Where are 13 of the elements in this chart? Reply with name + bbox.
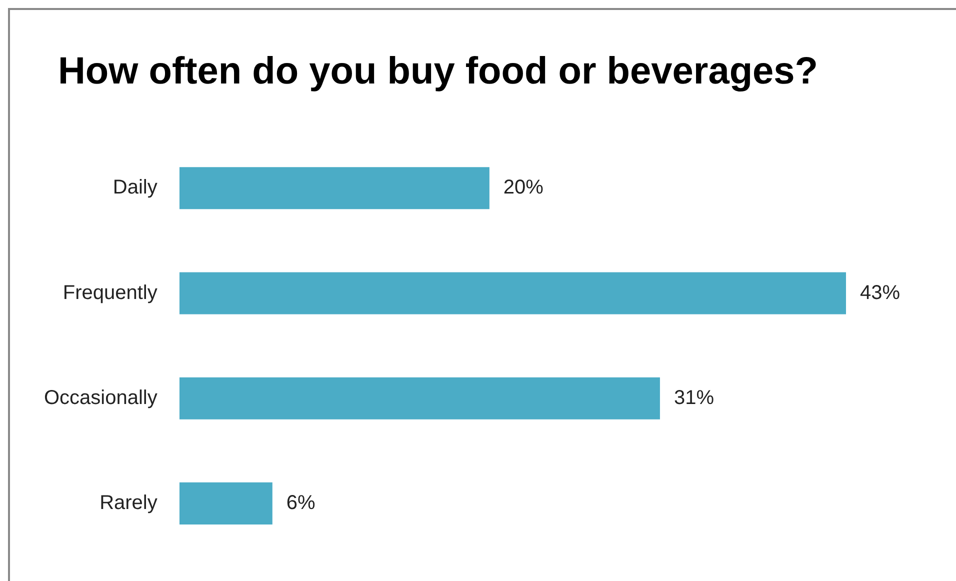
y-tick-label: Frequently xyxy=(62,282,158,304)
y-tick-label: Rarely xyxy=(100,492,158,514)
y-tick-label: Occasionally xyxy=(44,386,158,409)
data-label: 6% xyxy=(286,492,316,514)
chart-title: How often do you buy food or beverages? xyxy=(58,50,818,92)
data-label: 20% xyxy=(503,176,544,199)
data-label: 31% xyxy=(674,386,714,409)
data-label: 43% xyxy=(860,282,900,304)
bar xyxy=(179,377,660,420)
bar xyxy=(179,482,272,524)
bar xyxy=(179,167,490,210)
y-tick-label: Daily xyxy=(112,176,158,199)
bar xyxy=(179,272,846,314)
